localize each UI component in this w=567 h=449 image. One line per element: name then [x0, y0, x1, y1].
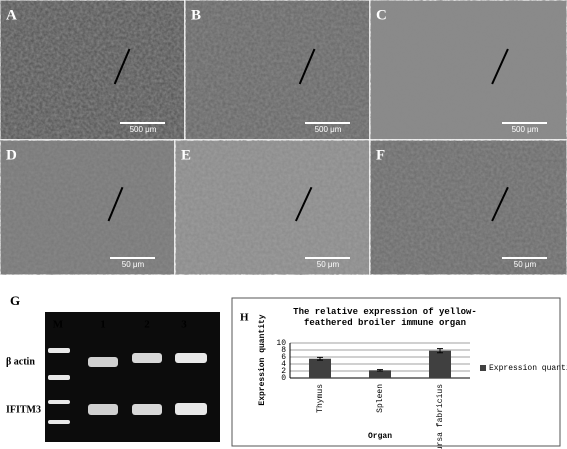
panel-label: D	[6, 147, 17, 163]
micrograph-texture	[0, 0, 185, 140]
y-axis-label: Expression quantity	[258, 314, 267, 405]
arrow	[113, 48, 131, 85]
error-bar	[317, 356, 323, 361]
scale-bar	[305, 122, 350, 124]
scale-label: 50 μm	[122, 260, 145, 269]
scale-bar	[305, 257, 350, 259]
panel-label: B	[191, 7, 201, 23]
scale-label: 50 μm	[514, 260, 537, 269]
legend-label: Expression quantity	[489, 364, 567, 373]
arrow	[491, 48, 509, 85]
y-tick-label: 10	[276, 339, 286, 348]
x-tick-label: Spleen	[376, 384, 385, 413]
lane-label: 2	[144, 319, 150, 331]
panel-label: C	[376, 7, 387, 23]
lane-label: 1	[100, 319, 106, 331]
error-bar	[437, 348, 443, 354]
y-tick-label: 2	[281, 367, 286, 376]
scale-label: 500 μm	[130, 125, 157, 134]
row-label: IFITM3	[6, 404, 41, 415]
arrow	[298, 48, 316, 85]
arrow	[491, 186, 509, 222]
error-bar	[377, 369, 383, 372]
lane-label: M	[53, 319, 64, 331]
panel-label: G	[10, 293, 20, 308]
scale-bar	[502, 122, 547, 124]
legend-swatch	[480, 365, 486, 371]
y-tick-label: 4	[281, 360, 286, 369]
scale-bar	[120, 122, 165, 124]
arrow	[294, 186, 313, 222]
scale-label: 500 μm	[315, 125, 342, 134]
micrograph-texture	[0, 140, 175, 275]
y-tick-label: 8	[281, 346, 286, 355]
x-axis-label: Organ	[368, 432, 392, 441]
x-tick-label: Bursa fabricius	[436, 384, 445, 449]
panel-label: A	[6, 7, 17, 23]
scale-bar	[110, 257, 155, 259]
x-tick-label: Thymus	[316, 384, 325, 413]
y-tick-label: 6	[281, 353, 286, 362]
scale-label: 500 μm	[512, 125, 539, 134]
arrow	[107, 186, 124, 222]
panel-label: E	[181, 147, 191, 163]
scale-label: 50 μm	[317, 260, 340, 269]
y-tick-label: 0	[281, 374, 286, 383]
micrograph-texture	[185, 0, 370, 140]
micrograph-texture	[175, 140, 370, 275]
chart-frame	[231, 297, 561, 447]
panel-label: F	[376, 147, 385, 163]
micrograph-texture	[370, 140, 567, 275]
bar	[369, 370, 391, 378]
row-label: β actin	[6, 356, 35, 367]
lane-label: 3	[181, 319, 187, 331]
bar	[429, 350, 451, 378]
micrograph-texture	[370, 0, 567, 140]
gel-bands	[48, 348, 207, 424]
scale-bar	[502, 257, 547, 259]
chart-title: The relative expression of yellow-feathe…	[293, 307, 477, 328]
bar	[309, 358, 331, 378]
panel-label: H	[240, 312, 249, 324]
gel-image	[45, 312, 220, 442]
